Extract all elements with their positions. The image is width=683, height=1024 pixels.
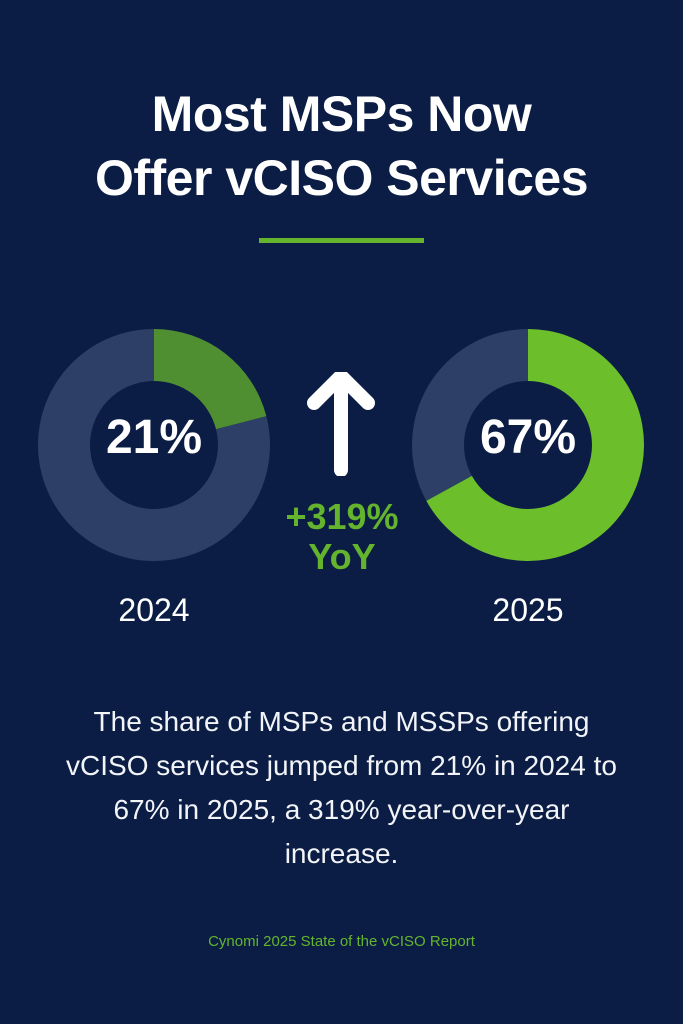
donut-2024-remainder-slice	[38, 329, 270, 561]
donut-2024-marks	[38, 329, 270, 561]
donut-2024-svg	[38, 329, 270, 561]
donut-2024-value-label: 21%	[105, 411, 203, 464]
donut-2025-remainder-slice	[412, 329, 528, 501]
title-divider	[259, 238, 424, 243]
title-line-2: Offer vCISO Services	[94, 150, 589, 206]
donut-2025-marks	[412, 329, 644, 561]
donut-2025-value-slice	[426, 329, 644, 561]
arrow-up-icon	[306, 369, 376, 477]
description-text: The share of MSPs and MSSPs offering vCI…	[66, 706, 617, 869]
growth-value: +319%	[285, 496, 399, 537]
donut-2025-value-label: 67%	[479, 411, 577, 464]
donut-2024-value-slice	[154, 329, 267, 430]
donut-chart-2025: 67%	[410, 314, 646, 576]
year-label-2024: 2024	[118, 592, 190, 628]
growth-callout: +319% YoY	[252, 497, 432, 577]
title-line-1: Most MSPs Now	[151, 86, 532, 142]
donut-2025-svg	[412, 329, 644, 561]
growth-unit: YoY	[308, 536, 376, 577]
donut-chart-2024: 21%	[36, 314, 272, 576]
page-title: Most MSPs Now Offer vCISO Services	[0, 82, 683, 210]
year-label-2025: 2025	[492, 592, 564, 628]
source-citation: Cynomi 2025 State of the vCISO Report	[208, 933, 475, 950]
